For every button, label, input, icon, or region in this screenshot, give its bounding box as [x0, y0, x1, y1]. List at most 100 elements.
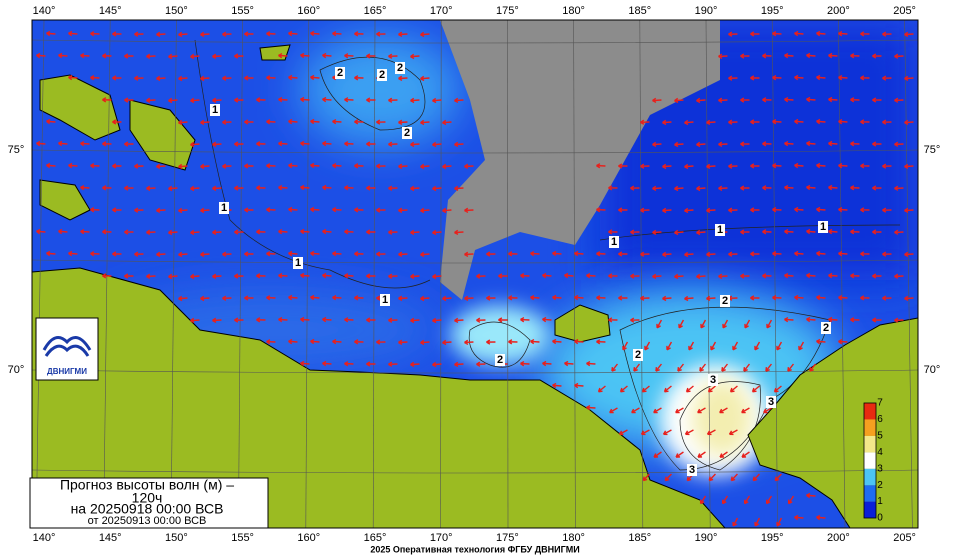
wave-arrow	[838, 339, 848, 345]
wave-arrow	[816, 74, 826, 81]
wave-arrow	[640, 251, 650, 257]
wave-arrow	[376, 31, 386, 37]
wave-arrow	[322, 140, 332, 147]
wave-arrow	[630, 317, 640, 323]
wave-arrow	[410, 97, 420, 104]
wave-arrow	[652, 229, 662, 236]
wave-arrow	[763, 407, 772, 414]
colorbar-segment	[864, 435, 876, 453]
wave-arrow	[398, 75, 408, 81]
wave-arrow	[696, 229, 706, 236]
colorbar-segment	[864, 501, 876, 518]
wave-arrow	[794, 206, 804, 213]
wave-arrow	[344, 361, 354, 367]
contour-label-bg	[633, 349, 643, 361]
meridian	[103, 20, 111, 528]
wave-arrow	[398, 31, 408, 37]
wave-arrow	[344, 229, 354, 235]
wave-arrow	[332, 294, 342, 301]
wave-arrow	[860, 163, 870, 169]
lon-label: 205°	[893, 532, 916, 544]
wave-arrow	[322, 360, 332, 367]
wave-arrow	[706, 295, 716, 302]
wave-arrow	[388, 141, 398, 147]
wave-arrow	[476, 273, 486, 279]
wave-arrow	[354, 295, 364, 301]
wave-arrow	[678, 319, 685, 329]
wave-arrow	[46, 162, 56, 169]
wave-arrow	[90, 251, 100, 257]
wave-arrow	[442, 339, 452, 346]
wave-arrow	[156, 31, 166, 38]
wave-arrow	[278, 52, 288, 59]
wave-arrow	[464, 339, 474, 345]
wave-arrow	[310, 206, 320, 213]
wave-arrow	[806, 52, 816, 59]
wave-arrow	[332, 162, 342, 169]
wave-arrow	[310, 162, 320, 169]
wave-arrow	[156, 163, 166, 170]
wave-arrow	[838, 163, 848, 169]
wave-arrow	[728, 207, 738, 213]
wave-arrow	[787, 363, 795, 372]
wave-arrow	[278, 316, 288, 323]
contour-label-bg	[219, 202, 229, 214]
wave-arrow	[772, 295, 782, 301]
contour-label: 1	[717, 224, 723, 236]
wave-arrow	[366, 317, 376, 323]
wave-arrow	[722, 319, 729, 329]
wave-arrow	[872, 317, 882, 323]
contour-label-bg	[495, 354, 505, 366]
wave-arrow	[586, 404, 596, 411]
wave-arrow	[806, 272, 816, 279]
wave-arrow	[784, 96, 794, 103]
wave-arrow	[80, 140, 90, 147]
contour-label-bg	[821, 322, 831, 334]
wave-arrow	[410, 229, 420, 236]
wave-arrow	[675, 407, 684, 414]
wave-arrow	[860, 207, 870, 213]
wave-arrow	[744, 319, 751, 329]
wave-arrow	[850, 97, 860, 103]
wave-arrow	[178, 251, 188, 258]
contour-label: 2	[404, 127, 410, 139]
wave-arrow	[256, 273, 266, 279]
wave-arrow	[498, 317, 508, 323]
wave-arrow	[719, 451, 728, 458]
parallel	[32, 259, 918, 264]
wave-arrow	[728, 429, 738, 436]
wave-arrow	[806, 140, 816, 147]
wave-arrow	[520, 273, 530, 279]
wave-arrow	[904, 75, 914, 82]
lon-label: 190°	[695, 5, 718, 17]
wave-arrow	[762, 141, 772, 147]
wave-arrow	[728, 75, 738, 81]
wave-arrow	[288, 30, 298, 37]
wave-arrow	[366, 273, 376, 279]
wave-arrow	[476, 361, 486, 367]
lon-label: 165°	[364, 532, 387, 544]
wave-arrow	[244, 75, 254, 81]
wave-arrow	[388, 273, 398, 279]
wave-arrow	[806, 228, 816, 235]
wave-arrow	[773, 385, 782, 393]
wave-arrow	[784, 140, 794, 147]
lon-label: 180°	[562, 5, 585, 17]
contour-label-bg	[687, 464, 697, 476]
wave-arrow	[894, 229, 904, 235]
wave-arrow	[787, 495, 795, 505]
wave-arrow	[794, 162, 804, 169]
wave-arrow	[112, 31, 122, 37]
wave-arrow	[882, 251, 892, 257]
lat-labels: 75° 75° 70° 70°	[8, 144, 941, 376]
wave-arrow	[684, 295, 694, 302]
wave-arrow	[860, 119, 870, 125]
wave-arrow	[332, 250, 342, 257]
lon-label: 175°	[496, 532, 519, 544]
wave-arrow	[530, 294, 540, 301]
wave-arrow	[794, 250, 804, 257]
wave-arrow	[740, 141, 750, 147]
wave-arrow	[178, 295, 188, 302]
wave-arrow	[706, 119, 716, 126]
